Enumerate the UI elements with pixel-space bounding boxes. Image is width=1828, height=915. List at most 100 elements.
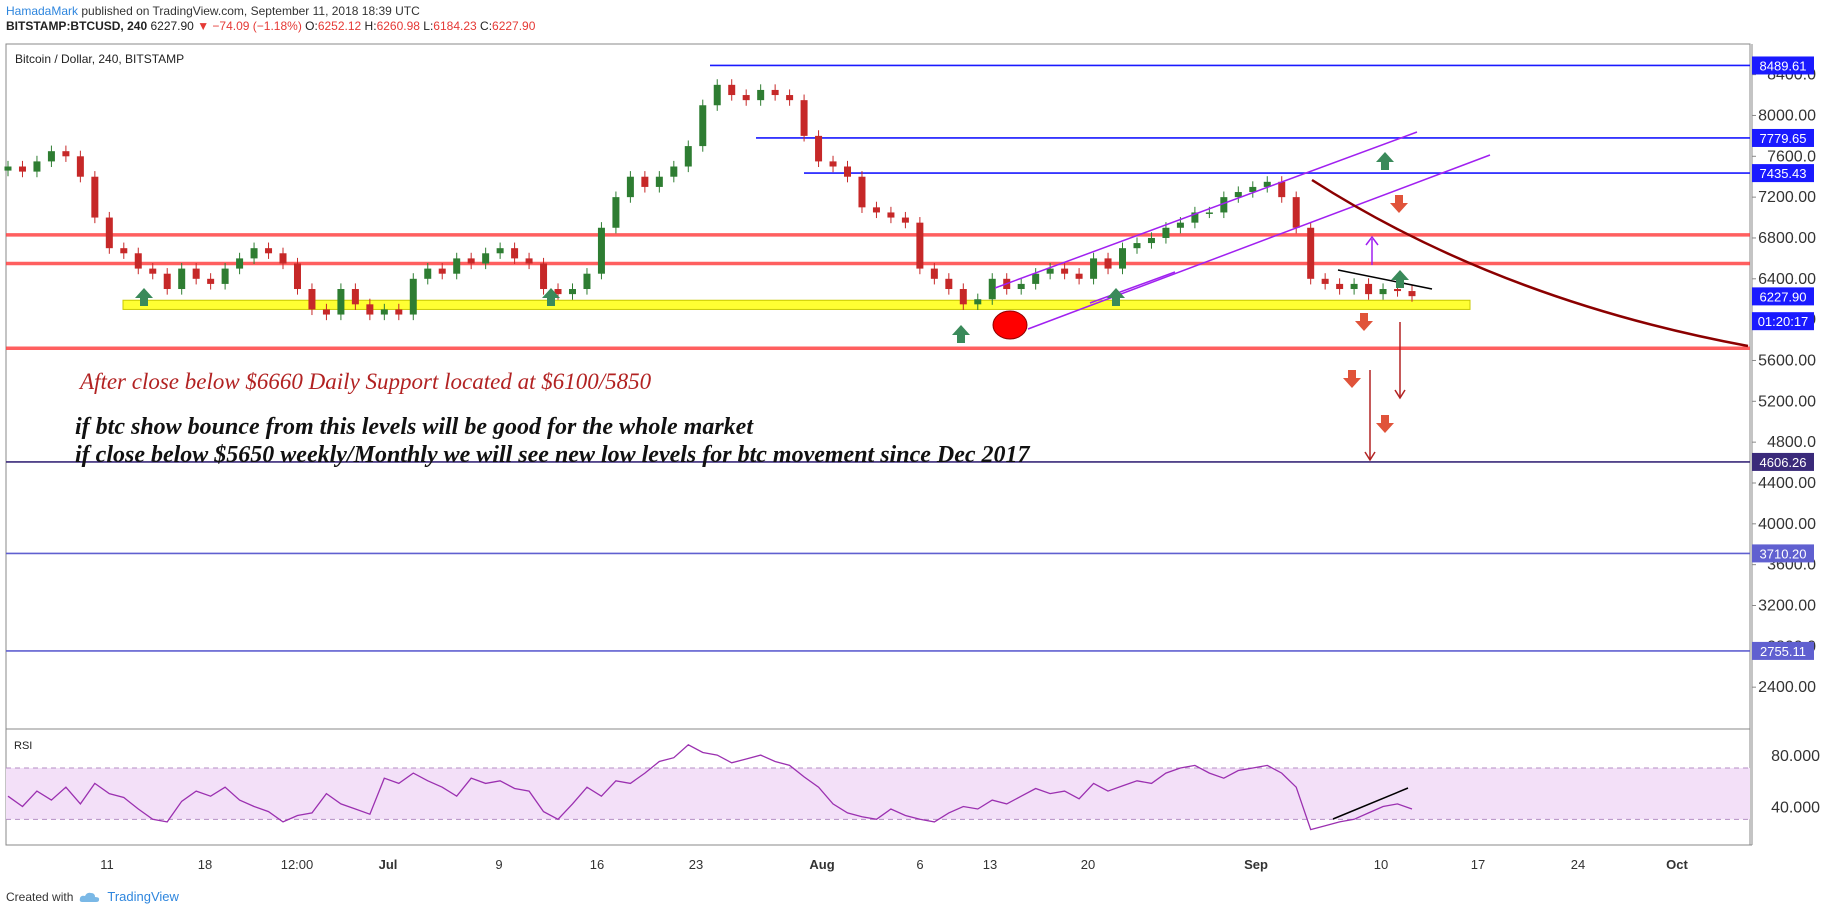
candle-body (467, 258, 475, 264)
candle-body (380, 309, 388, 315)
candle-body (236, 258, 244, 269)
candle-body (1119, 248, 1127, 269)
candle-body (829, 161, 837, 167)
support-note: After close below $6660 Daily Support lo… (78, 369, 652, 394)
candle-body (134, 253, 142, 269)
candle-body (568, 289, 576, 295)
candle-body (872, 207, 880, 213)
candle-body (786, 95, 794, 101)
y-tick-label: 7200.00 (1758, 189, 1816, 206)
rsi-divergence-line[interactable] (1332, 787, 1409, 820)
candle-body (1205, 212, 1213, 214)
candle-body (916, 222, 924, 269)
candle-body (1408, 291, 1416, 297)
tradingview-link[interactable]: TradingView (107, 889, 179, 904)
candle-body (945, 278, 953, 290)
x-tick-label: 6 (916, 857, 923, 872)
candle-body (1176, 222, 1184, 228)
candle-body (1249, 186, 1257, 193)
candle-body (930, 268, 938, 279)
author-link[interactable]: HamadaMark (6, 4, 79, 18)
candle-body (1191, 212, 1199, 223)
symbol-label: BITSTAMP:BTCUSD, 240 (6, 19, 148, 33)
last-price: 6227.90 (150, 19, 194, 33)
x-tick-label: 16 (590, 857, 604, 872)
plot-frame (5, 43, 1751, 846)
price-label-text: 8489.61 (1760, 58, 1807, 73)
price-label-box (1752, 287, 1814, 306)
candle-body (337, 289, 345, 315)
support-zone[interactable] (122, 299, 1471, 310)
channel-lower-line[interactable] (1027, 154, 1491, 330)
x-tick-label: 11 (100, 857, 114, 872)
price-label-text: 3710.20 (1760, 546, 1807, 561)
candle-body (554, 289, 562, 295)
green-up-arrow-icon (1107, 288, 1125, 306)
green-up-arrow-icon (542, 288, 560, 306)
candle-body (887, 212, 895, 218)
candle-body (742, 95, 750, 101)
low-value: 6184.23 (433, 19, 477, 33)
candle-body (728, 84, 736, 96)
candle-body (597, 227, 605, 274)
price-label-text: 2755.11 (1760, 644, 1806, 659)
y-tick-label: 7600.0 (1767, 148, 1816, 165)
price-label-text: 6227.90 (1760, 289, 1807, 304)
candle-body (1350, 283, 1358, 290)
x-tick-label: 20 (1081, 857, 1095, 872)
candle-body (1365, 283, 1373, 295)
candle-body (221, 268, 229, 284)
candle-body (1379, 289, 1387, 295)
candle-body (163, 273, 171, 290)
open-value: 6252.12 (317, 19, 362, 33)
x-tick-label: Aug (809, 857, 834, 872)
y-tick-label: 5200.00 (1758, 393, 1816, 410)
purple-up-arrow-icon (1365, 235, 1379, 246)
x-tick-label: Oct (1666, 857, 1688, 872)
price-label-box (1752, 312, 1814, 331)
price-label-text: 4606.26 (1760, 455, 1807, 470)
candle-body (438, 268, 446, 274)
candle-body (858, 176, 866, 208)
candle-body (1061, 268, 1069, 274)
channel-inner-line[interactable] (1089, 271, 1176, 304)
x-tick-label: 10 (1374, 857, 1388, 872)
green-up-arrow-icon (135, 288, 153, 306)
projection-curve[interactable] (1311, 178, 1749, 348)
candle-body (1336, 283, 1344, 290)
channel-upper-line[interactable] (994, 131, 1418, 289)
candle-body (424, 268, 432, 279)
resistance-trendline[interactable] (1337, 269, 1433, 290)
note-line-2: if close below $5650 weekly/Monthly we w… (75, 442, 1031, 468)
candle-body (322, 309, 330, 315)
candle-body (771, 89, 779, 96)
candle-body (612, 197, 620, 228)
y-tick-label: 8000.00 (1758, 107, 1816, 124)
candle-body (18, 166, 26, 172)
price-label-box (1752, 544, 1814, 563)
rsi-line (7, 744, 1413, 831)
candle-body (511, 248, 519, 259)
candle-body (1307, 227, 1315, 279)
created-with-text: Created with (6, 889, 74, 904)
candle-body (844, 166, 852, 177)
x-tick-label: 9 (495, 857, 502, 872)
candle-body (1133, 243, 1141, 249)
candle-body (655, 176, 663, 187)
candle-body (1394, 289, 1402, 292)
candle-body (76, 156, 84, 177)
green-up-arrow-icon (1376, 152, 1394, 170)
y-tick-label: 6400.00 (1758, 271, 1816, 288)
candle-body (699, 105, 707, 147)
rsi-y-tick-label: 80.000 (1771, 748, 1820, 765)
candle-body (1162, 227, 1170, 238)
x-tick-label: Sep (1244, 857, 1268, 872)
candle-body (540, 263, 548, 290)
candle-body (120, 248, 128, 254)
candle-body (959, 289, 967, 305)
candle-body (713, 84, 721, 106)
candle-body (1278, 181, 1286, 198)
candle-body (149, 268, 157, 274)
candle-body (207, 278, 215, 284)
